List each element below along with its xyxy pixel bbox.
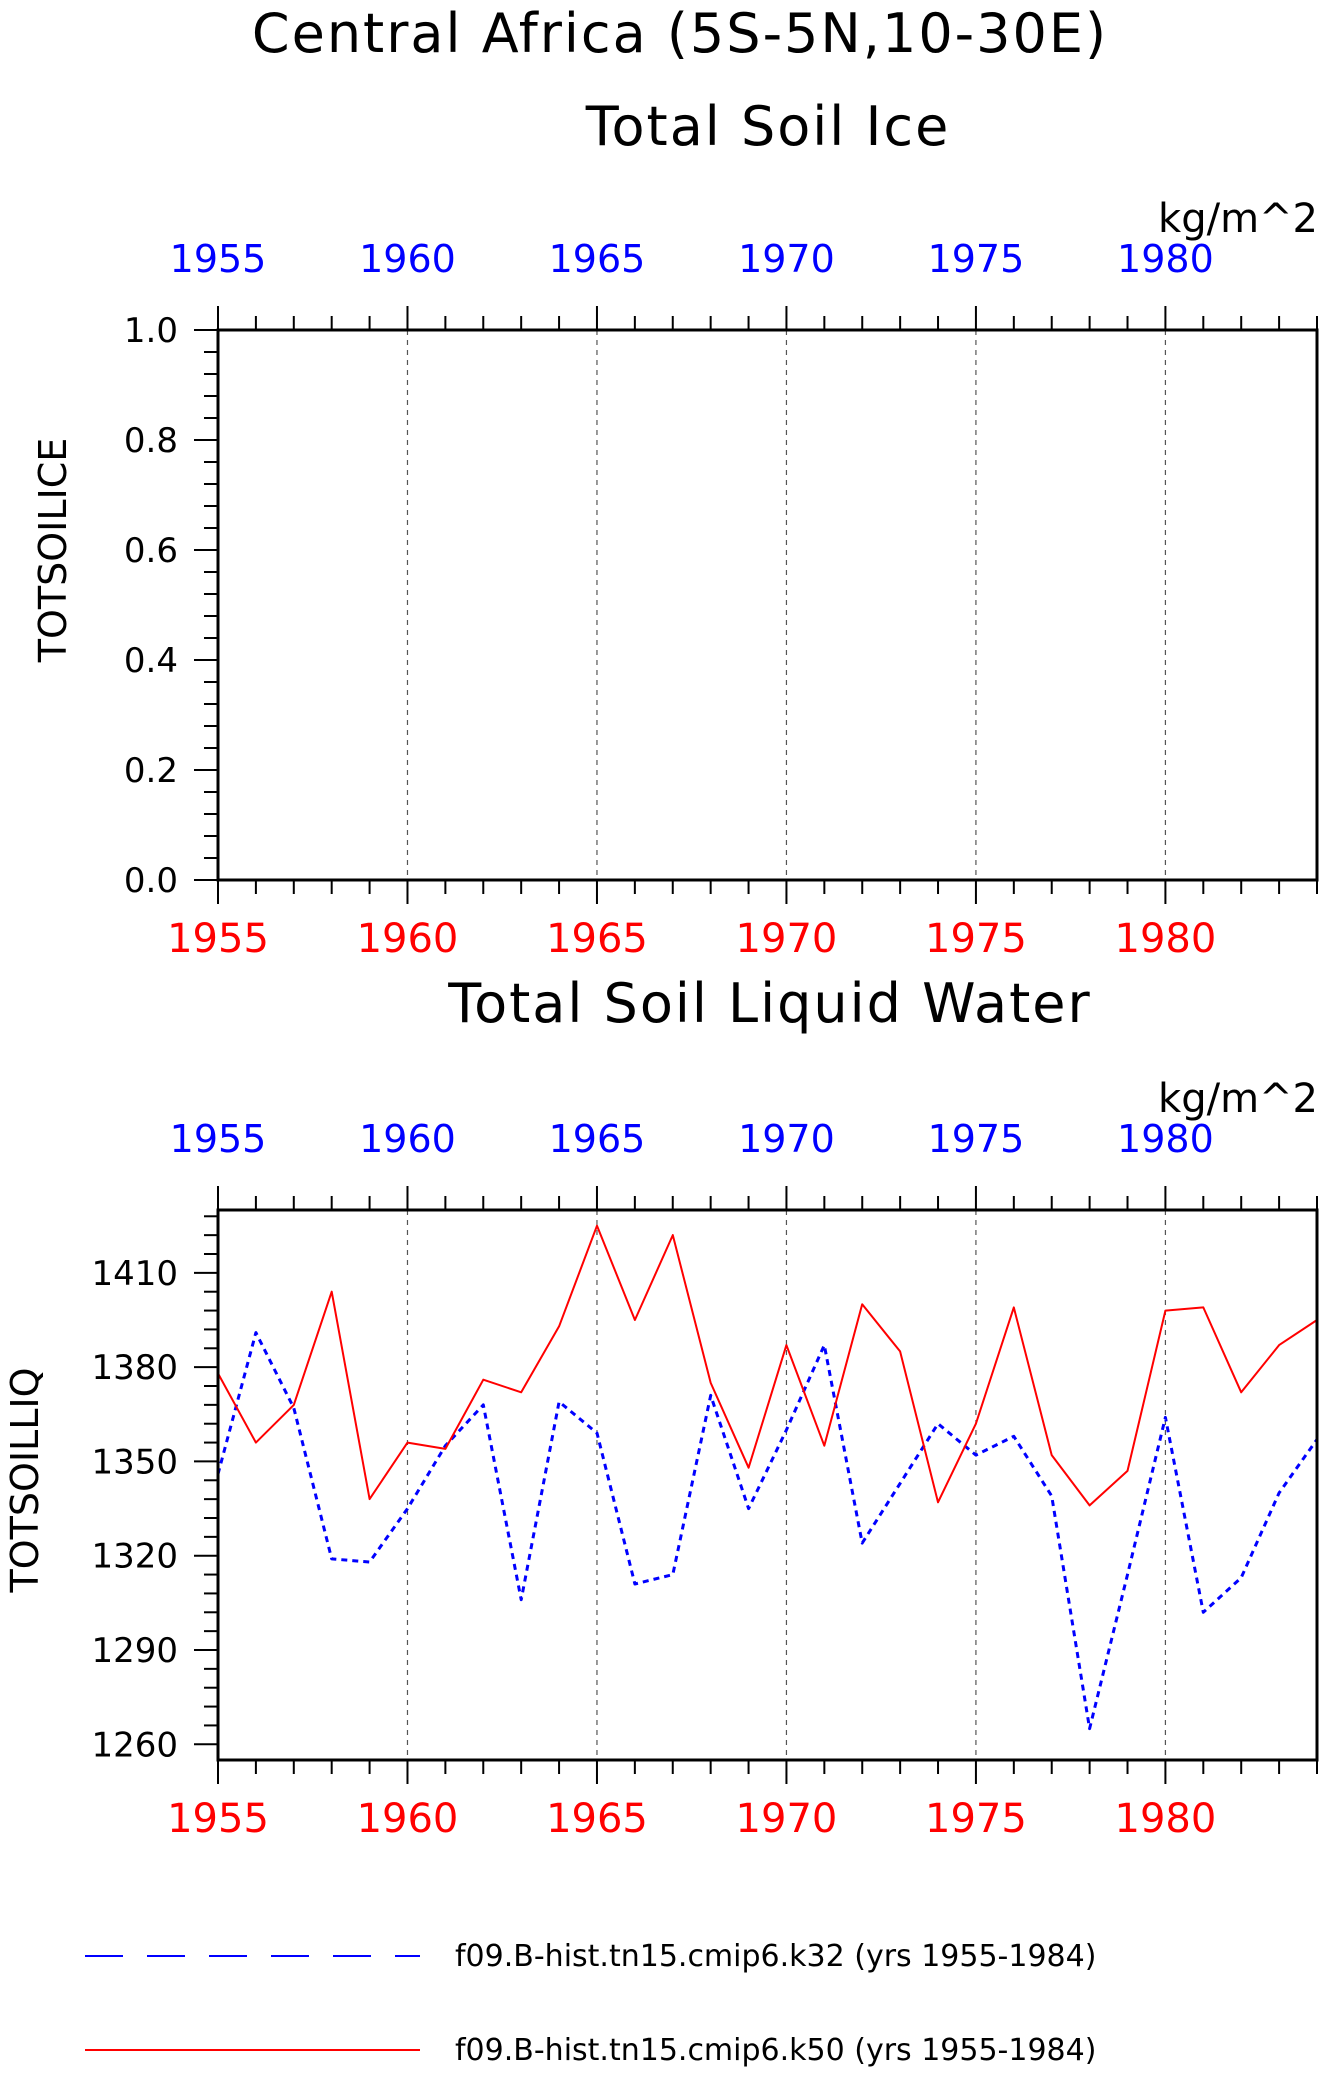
panel2-grid [406,1210,1167,1760]
y-tick-label: 1.0 [124,311,178,351]
x-tick-label-top: 1975 [928,237,1025,281]
x-tick-label-top: 1965 [549,237,646,281]
y-tick-label: 1410 [91,1254,178,1294]
panel2-title: Total Soil Liquid Water [447,972,1091,1035]
x-tick-label: 1980 [1115,916,1217,962]
x-tick-label-top: 1960 [359,237,456,281]
x-tick-label: 1960 [357,916,459,962]
y-tick-label: 1260 [91,1725,178,1765]
x-tick-label-top: 1965 [549,1117,646,1161]
panel2-series [216,1224,1319,1731]
panel1-units: kg/m^2 [1158,196,1318,242]
x-tick-label-top: 1980 [1117,237,1214,281]
x-tick-label: 1970 [736,1796,838,1842]
panel2-ticks [194,1186,1318,1784]
y-tick-label: 1350 [91,1442,178,1482]
panel1-ylabel: TOTSOILICE [31,438,75,664]
x-tick-label: 1970 [736,916,838,962]
x-tick-label-top: 1970 [738,1117,835,1161]
y-tick-label: 1380 [91,1348,178,1388]
panel1-tick-labels: 1955 1955 1960 1960 1965 1965 1970 1970 1975 1975… [124,237,1216,962]
x-tick-label-top: 1955 [170,1117,267,1161]
panel1-frame [216,328,1319,882]
x-tick-label: 1975 [925,1796,1027,1842]
x-tick-label: 1975 [925,916,1027,962]
x-tick-label-top: 1980 [1117,1117,1214,1161]
y-tick-label: 0.6 [124,531,178,571]
panel2-units: kg/m^2 [1158,1076,1318,1122]
series-line-1 [217,1224,1318,1507]
y-tick-label: 0.8 [124,421,178,461]
legend-label-k50: f09.B-hist.tn15.cmip6.k50 (yrs 1955-1984… [455,2033,1096,2068]
x-tick-label: 1965 [546,916,648,962]
legend: f09.B-hist.tn15.cmip6.k32 (yrs 1955-1984… [85,1939,1096,2068]
y-tick-label: 0.4 [124,641,178,681]
soil-liquid-panel: kg/m^2 TOTSOILLIQ 1955195519601960196519… [3,1076,1319,1842]
figure-title: Central Africa (5S-5N,10-30E) [252,2,1108,65]
panel1-grid [406,330,1167,880]
x-tick-label-top: 1960 [359,1117,456,1161]
panel1-ticks [194,306,1318,904]
panel2-frame [216,1208,1319,1762]
x-tick-label-top: 1970 [738,237,835,281]
y-tick-label: 0.0 [124,861,178,901]
panel2-tick-labels: 1955 1955 1960 1960 1965 1965 1970 1970 1975 1975… [91,1117,1216,1842]
x-tick-label: 1980 [1115,1796,1217,1842]
x-tick-label: 1960 [357,1796,459,1842]
y-tick-label: 1290 [91,1631,178,1671]
y-tick-label: 1320 [91,1537,178,1577]
series-line-0 [216,1331,1319,1731]
y-tick-label: 0.2 [124,751,178,791]
legend-label-k32: f09.B-hist.tn15.cmip6.k32 (yrs 1955-1984… [455,1939,1096,1974]
x-tick-label-top: 1975 [928,1117,1025,1161]
panel2-ylabel: TOTSOILLIQ [3,1367,47,1593]
x-tick-label: 1955 [167,916,269,962]
x-tick-label-top: 1955 [170,237,267,281]
panel1-title: Total Soil Ice [585,95,951,158]
x-tick-label: 1965 [546,1796,648,1842]
x-tick-label: 1955 [167,1796,269,1842]
soil-ice-panel: kg/m^2 TOTSOILICE 1955195519601960196519… [31,196,1319,962]
